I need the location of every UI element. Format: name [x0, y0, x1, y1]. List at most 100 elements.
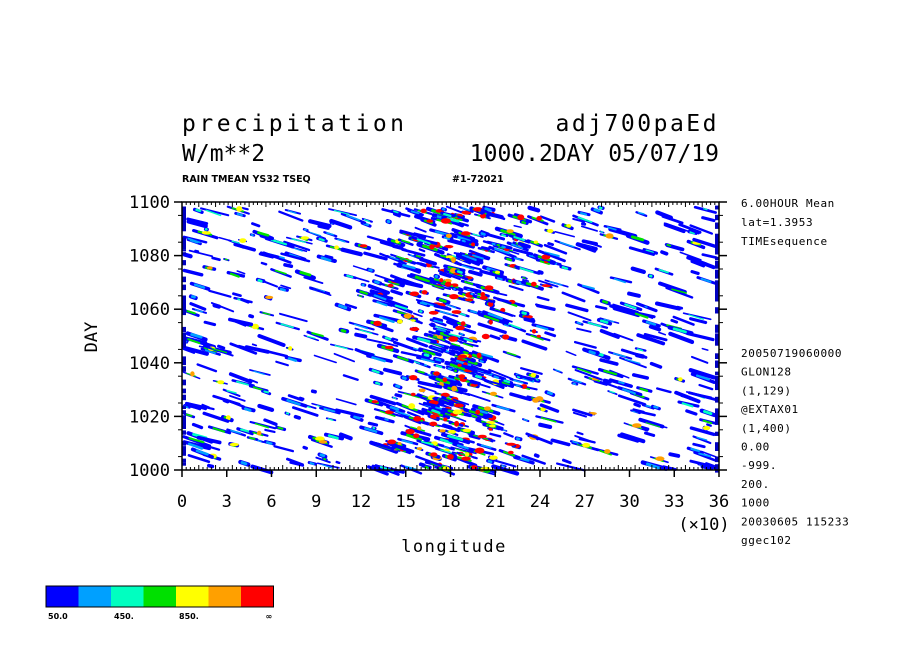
rain-streak — [217, 344, 226, 350]
rain-streak — [630, 266, 646, 274]
rain-streak-core — [487, 312, 503, 320]
rain-streak — [580, 225, 598, 232]
rain-streak-core — [467, 288, 471, 291]
rain-streak — [311, 402, 339, 412]
rain-streak — [335, 460, 341, 465]
rain-streak-core — [195, 208, 202, 213]
rain-streak-core — [571, 378, 582, 384]
rain-streak-core — [363, 218, 370, 223]
rain-streak-core — [438, 298, 447, 303]
rain-streak-core — [373, 294, 387, 301]
rain-streak-core — [270, 238, 288, 246]
rain-streak-core — [413, 347, 420, 351]
rain-streak-core — [624, 358, 641, 365]
edge-strip — [715, 249, 719, 253]
rain-streak-core — [461, 239, 466, 243]
rain-streak — [248, 314, 255, 319]
rain-streak — [354, 332, 368, 339]
edge-strip — [182, 295, 186, 301]
rain-peak — [437, 335, 444, 339]
rain-streak — [240, 297, 250, 304]
rain-streak-core — [250, 233, 254, 237]
rain-streak-core — [441, 207, 446, 211]
rain-peak — [532, 397, 540, 403]
edge-strip — [182, 366, 186, 372]
rain-streak-core — [523, 418, 528, 422]
rain-streak-core — [606, 226, 617, 231]
side-info-line: 1000 — [741, 497, 770, 510]
rain-streak-core — [600, 231, 604, 233]
rain-streak — [576, 327, 592, 333]
side-info-line: @EXTAX01 — [741, 403, 799, 416]
edge-strip — [715, 243, 719, 250]
rain-streak-core — [467, 360, 478, 366]
rain-streak — [344, 303, 358, 310]
edge-strip — [182, 362, 186, 366]
rain-streak-core — [397, 355, 409, 362]
rain-streak-core — [306, 335, 316, 339]
rain-streak-core — [378, 316, 395, 324]
rain-streak — [658, 331, 667, 336]
rain-streak-core — [185, 413, 193, 417]
rain-streak — [609, 276, 633, 284]
rain-streak-core — [487, 459, 493, 464]
rain-streak — [228, 372, 253, 384]
rain-peak — [462, 428, 472, 433]
rain-streak-core — [188, 437, 205, 444]
rain-streak-core — [439, 310, 453, 316]
rain-streak-core — [493, 375, 500, 379]
rain-streak — [241, 206, 249, 211]
rain-streak — [283, 240, 311, 252]
rain-streak — [186, 217, 209, 226]
rain-streak — [480, 229, 490, 235]
rain-streak-core — [319, 453, 326, 458]
rain-streak-core — [461, 207, 470, 212]
rain-streak — [561, 458, 572, 465]
rain-peak — [418, 388, 426, 393]
rain-streak — [594, 305, 608, 310]
rain-peak — [440, 218, 451, 224]
rain-streak — [278, 210, 304, 222]
rain-peak — [265, 295, 274, 299]
rain-peak — [678, 377, 683, 382]
rain-streak — [467, 392, 491, 402]
edge-strip — [715, 380, 719, 387]
rain-streak-core — [212, 427, 226, 433]
rain-streak — [517, 241, 531, 249]
rain-streak-core — [644, 404, 652, 408]
rain-streak — [692, 442, 706, 449]
rain-streak-core — [376, 301, 388, 307]
rain-streak — [634, 353, 646, 359]
rain-streak — [382, 367, 403, 376]
rain-streak-core — [513, 379, 524, 384]
rain-streak — [283, 263, 294, 268]
rain-streak-core — [513, 235, 526, 242]
subtitle-right: #1-72021 — [452, 174, 504, 185]
rain-streak-core — [429, 283, 445, 289]
rain-peak — [451, 256, 456, 263]
rain-streak-core — [504, 324, 509, 327]
colorbar-label: ∞ — [266, 612, 273, 621]
edge-strip — [182, 332, 186, 338]
rain-streak — [428, 346, 444, 354]
rain-peak — [409, 327, 420, 332]
rain-streak-core — [630, 235, 645, 242]
rain-peak — [454, 403, 464, 408]
rain-peak — [582, 442, 591, 448]
rain-peak — [517, 214, 525, 221]
rain-streak-core — [515, 437, 521, 441]
rain-streak — [393, 340, 418, 352]
rain-streak-core — [456, 444, 469, 450]
rain-streak-core — [530, 334, 544, 341]
rain-streak — [442, 424, 461, 433]
rain-streak — [521, 454, 546, 465]
rain-streak — [280, 252, 311, 263]
y-tick-label: 1040 — [129, 354, 170, 374]
edge-strip — [182, 394, 186, 401]
rain-streak — [210, 301, 235, 313]
colorbar-label: 450. — [114, 612, 134, 621]
rain-streak-core — [453, 288, 456, 291]
rain-peak — [458, 374, 466, 379]
rain-streak — [429, 322, 436, 328]
